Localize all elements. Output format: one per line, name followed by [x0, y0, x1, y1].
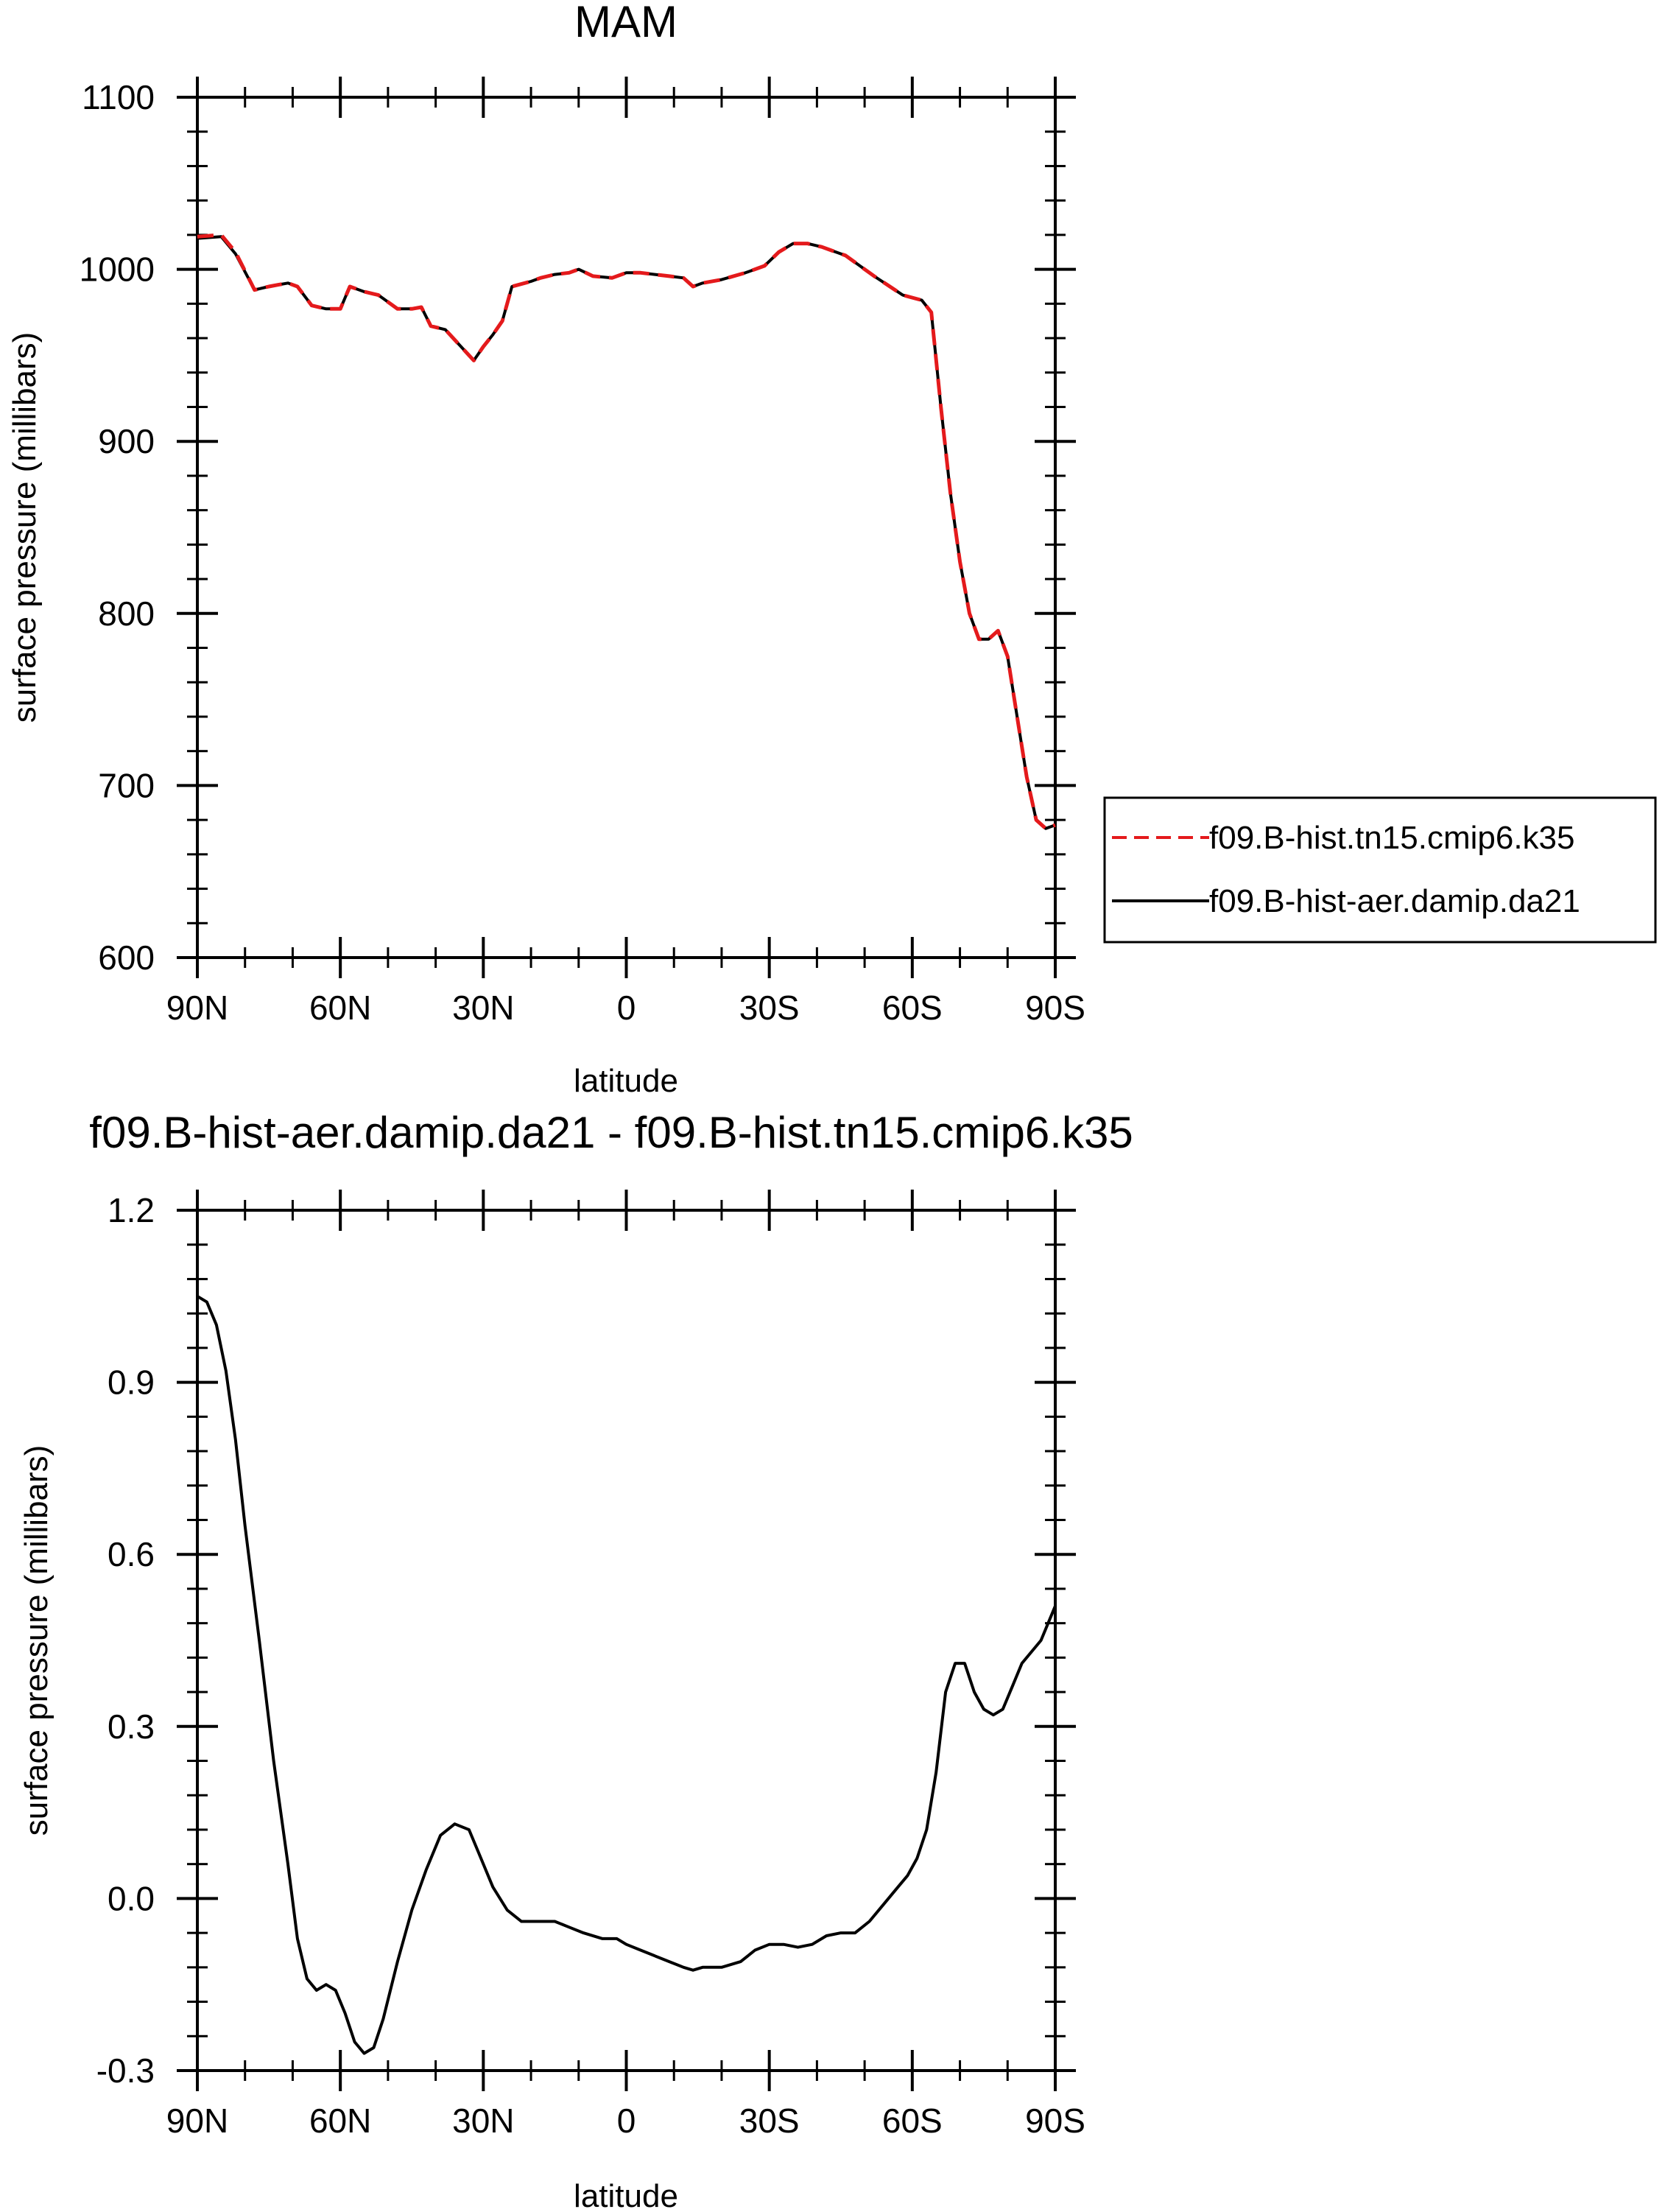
bot-x-tick-label: 60S — [882, 2102, 943, 2140]
top-x-tick-labels: 90N 60N 30N 0 30S 60S 90S — [166, 989, 1085, 1027]
top-series-line-dashed — [197, 233, 1056, 831]
top-chart-legend: f09.B-hist.tn15.cmip6.k35 f09.B-hist-aer… — [1103, 796, 1657, 944]
top-y-tick-label: 800 — [98, 594, 155, 633]
legend-label-series-b: f09.B-hist-aer.damip.da21 — [1209, 883, 1580, 919]
bottom-x-tick-labels: 90N 60N 30N 0 30S 60S 90S — [166, 2102, 1085, 2140]
bot-y-tick-label: 0.6 — [108, 1535, 155, 1573]
bottom-chart-ticks — [177, 1190, 1076, 2091]
bot-x-tick-label: 0 — [617, 2102, 636, 2140]
bot-x-tick-label: 30S — [739, 2102, 800, 2140]
top-y-tick-labels: 600 700 800 900 1000 1100 — [80, 78, 155, 977]
bot-x-tick-label: 90S — [1025, 2102, 1085, 2140]
top-x-tick-label: 90N — [166, 989, 228, 1027]
top-series-line-solid — [197, 235, 1056, 830]
top-x-tick-label: 90S — [1025, 989, 1085, 1027]
top-x-tick-label: 60S — [882, 989, 943, 1027]
top-x-tick-label: 30S — [739, 989, 800, 1027]
bottom-chart-title: f09.B-hist-aer.damip.da21 - f09.B-hist.t… — [89, 1108, 1133, 1157]
top-y-tick-label: 1000 — [80, 250, 155, 289]
top-x-axis-label: latitude — [574, 1063, 678, 1099]
legend-label-series-a: f09.B-hist.tn15.cmip6.k35 — [1209, 820, 1574, 856]
bot-y-tick-label: 0.0 — [108, 1879, 155, 1917]
bot-series-line-solid — [196, 1295, 1057, 2055]
top-plot-frame — [196, 96, 1057, 959]
bottom-chart: f09.B-hist-aer.damip.da21 - f09.B-hist.t… — [18, 1108, 1133, 2212]
top-chart: MAM 90N 60N 30N 0 30S 60S 90S 600 700 800 900 1000… — [7, 0, 1657, 1099]
bottom-x-axis-label: latitude — [574, 2178, 678, 2212]
top-chart-title: MAM — [574, 0, 677, 46]
legend-box — [1103, 796, 1657, 944]
top-x-tick-label: 30N — [452, 989, 514, 1027]
bot-x-tick-label: 90N — [166, 2102, 228, 2140]
bottom-y-axis-label: surface pressure (millibars) — [18, 1445, 54, 1836]
bottom-plot-frame — [196, 1209, 1057, 2072]
top-chart-series — [197, 233, 1056, 831]
top-x-tick-label: 60N — [309, 989, 371, 1027]
bot-y-tick-label: 0.9 — [108, 1363, 155, 1402]
bot-x-tick-label: 60N — [309, 2102, 371, 2140]
top-y-tick-label: 900 — [98, 422, 155, 460]
bot-y-tick-label: 1.2 — [108, 1191, 155, 1229]
bottom-y-tick-labels: -0.3 0.0 0.3 0.6 0.9 1.2 — [96, 1191, 155, 2090]
bot-y-tick-label: -0.3 — [96, 2051, 155, 2090]
bot-y-tick-label: 0.3 — [108, 1707, 155, 1746]
bot-x-tick-label: 30N — [452, 2102, 514, 2140]
top-y-tick-label: 700 — [98, 766, 155, 804]
top-y-tick-label: 600 — [98, 938, 155, 977]
top-y-axis-label: surface pressure (millibars) — [7, 332, 43, 723]
top-x-tick-label: 0 — [617, 989, 636, 1027]
top-y-tick-label: 1100 — [82, 78, 155, 116]
top-chart-ticks — [177, 77, 1076, 978]
bottom-chart-series — [196, 1295, 1057, 2055]
